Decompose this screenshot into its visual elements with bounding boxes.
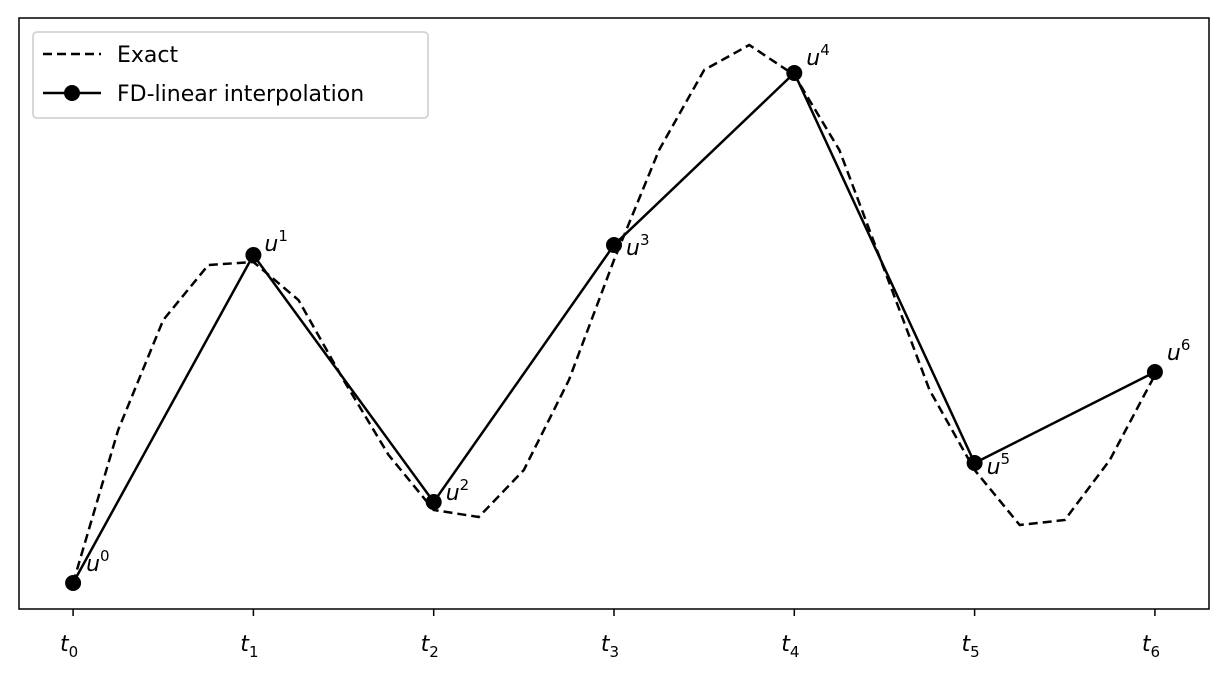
x-tick-label: t6 [1142, 632, 1160, 661]
x-tick-label-sub: 6 [1150, 643, 1160, 661]
point-label-base: u [264, 232, 278, 257]
series-line [71, 70, 1156, 584]
legend-label: Exact [117, 43, 178, 68]
point-label-sup: 1 [278, 227, 288, 245]
series-line [71, 43, 1157, 584]
x-tick-label-sub: 0 [69, 643, 79, 661]
point-label-sup: 4 [820, 41, 830, 59]
x-tick-label: t4 [781, 632, 799, 661]
point-label-base: u [626, 236, 640, 261]
data-point [606, 237, 622, 253]
data-point [245, 247, 262, 263]
x-tick-label-base: t [60, 632, 70, 657]
point-label: u0 [86, 547, 110, 577]
data-point [786, 65, 803, 81]
point-label-base: u [806, 46, 820, 71]
x-tick-label-base: t [421, 632, 431, 657]
x-tick-label-sub: 2 [429, 643, 439, 661]
legend-label: FD-linear interpolation [117, 82, 364, 107]
point-label: u6 [1167, 336, 1191, 366]
x-tick-label: t2 [421, 632, 439, 661]
x-tick-label: t5 [962, 632, 980, 661]
point-label-base: u [86, 552, 100, 577]
point-label-base: u [1167, 341, 1181, 366]
x-tick-label: t0 [60, 632, 78, 661]
data-point [65, 575, 82, 591]
point-label-sup: 0 [100, 547, 110, 565]
x-tick-label-sub: 4 [790, 643, 800, 661]
data-point [1146, 364, 1163, 380]
data-point [425, 494, 442, 510]
x-tick-label: t1 [240, 632, 258, 661]
point-label: u4 [806, 41, 830, 71]
point-label-sup: 5 [1001, 450, 1011, 468]
x-tick-label-base: t [1142, 632, 1152, 657]
x-tick-label-sub: 3 [610, 643, 620, 661]
point-label: u3 [626, 231, 650, 261]
point-label-sup: 6 [1181, 336, 1191, 354]
legend-box [32, 31, 429, 119]
x-tick-label-sub: 1 [249, 643, 259, 661]
point-label-sup: 3 [640, 231, 650, 249]
point-label: u1 [264, 227, 288, 257]
point-label-sup: 2 [460, 476, 470, 494]
point-label-base: u [987, 455, 1001, 480]
data-point [966, 455, 983, 471]
x-tick-label: t3 [601, 632, 619, 661]
x-tick-label-base: t [601, 632, 611, 657]
point-label-base: u [446, 481, 460, 506]
point-label: u2 [446, 476, 470, 506]
x-tick-label-base: t [962, 632, 972, 657]
x-tick-label-sub: 5 [970, 643, 980, 661]
x-tick-label-base: t [240, 632, 250, 657]
x-tick-label-base: t [781, 632, 791, 657]
point-label: u5 [987, 450, 1011, 480]
legend-marker [64, 85, 80, 101]
